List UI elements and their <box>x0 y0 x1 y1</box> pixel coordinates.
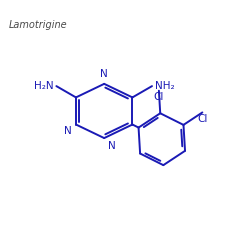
Text: Cl: Cl <box>197 114 208 124</box>
Text: N: N <box>100 69 108 79</box>
Text: N: N <box>108 141 116 151</box>
Text: Cl: Cl <box>154 92 164 102</box>
Text: H₂N: H₂N <box>34 81 54 91</box>
Text: Lamotrigine: Lamotrigine <box>8 20 67 30</box>
Text: NH₂: NH₂ <box>155 81 174 91</box>
Text: N: N <box>64 126 72 136</box>
